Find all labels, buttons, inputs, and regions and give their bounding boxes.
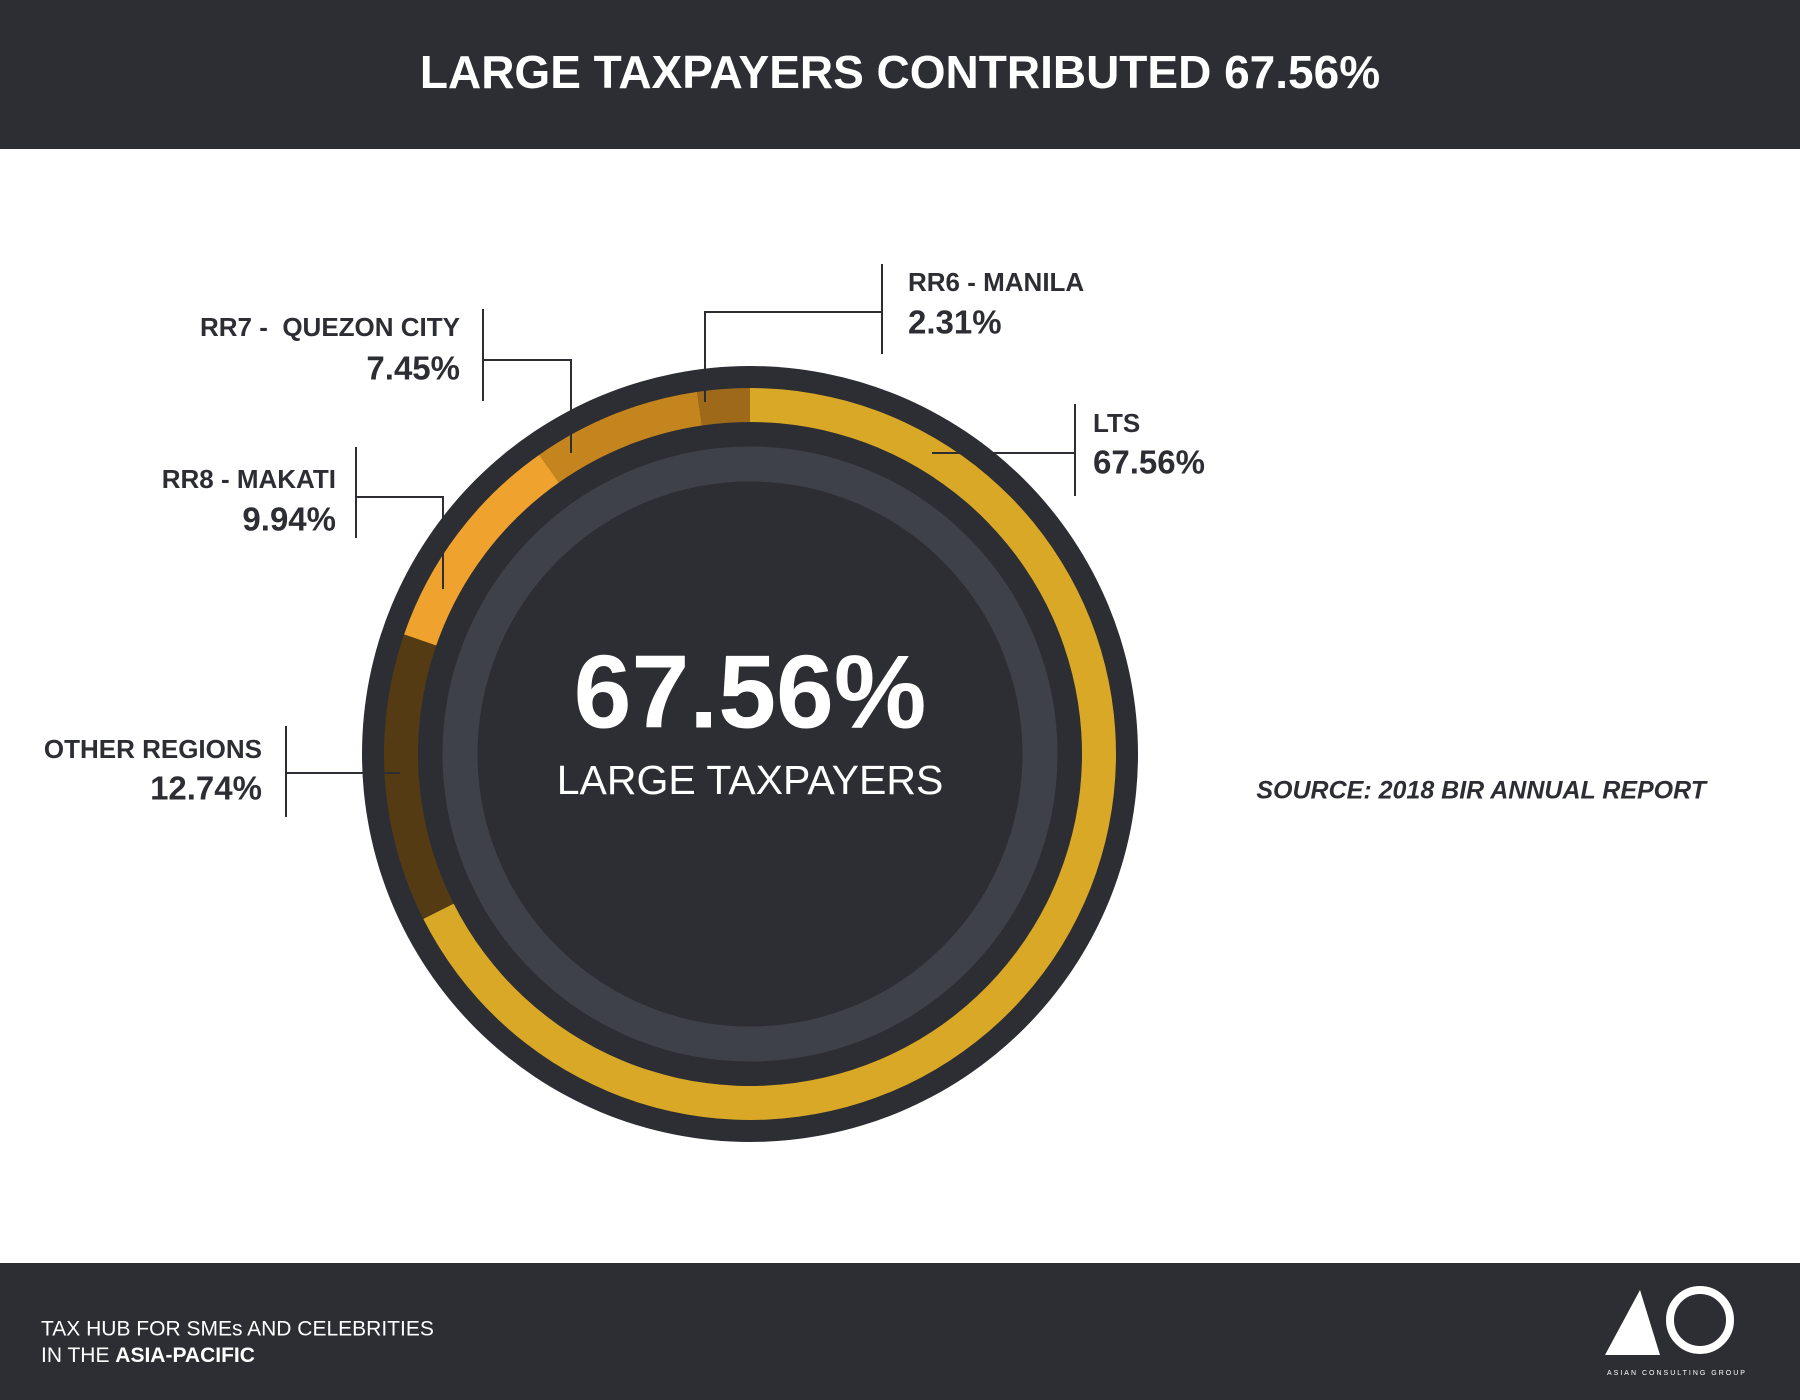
slice	[383, 634, 454, 919]
header-band	[0, 0, 1800, 149]
footer-bold: ASIA-PACIFIC	[115, 1344, 255, 1367]
slice-name: OTHER REGIONS	[44, 734, 262, 764]
slice	[539, 391, 702, 483]
slice	[697, 388, 750, 426]
logo: ASIAN CONSULTING GROUP	[1605, 1286, 1747, 1377]
leader-line	[285, 726, 400, 817]
center-label: 67.56%	[574, 634, 927, 750]
slice-value: 67.56%	[1093, 444, 1205, 481]
labels: LTS 67.56% OTHER REGIONS 12.74% RR8 - MAKATI…	[44, 264, 1205, 817]
slice-value: 12.74%	[150, 770, 262, 807]
leader-line	[355, 447, 444, 589]
footer-band	[0, 1263, 1800, 1400]
slice-value: 9.94%	[242, 501, 336, 538]
leader-line	[704, 264, 883, 402]
ring	[383, 388, 1116, 1120]
leader-line	[932, 404, 1076, 496]
donut-frame	[362, 366, 1138, 1142]
center-text: LARGE TAXPAYERS	[557, 757, 944, 803]
source: SOURCE: 2018 BIR ANNUAL REPORT	[1256, 777, 1708, 805]
leader-line	[482, 309, 572, 453]
inner-ring	[442, 446, 1058, 1062]
slice-name: RR8 - MAKATI	[162, 464, 336, 494]
logo-mark	[1666, 1286, 1734, 1354]
logo-caption: ASIAN CONSULTING GROUP	[1607, 1370, 1747, 1377]
slice-name: RR7 - QUEZON CITY	[200, 312, 460, 342]
slice-name: LTS	[1093, 408, 1140, 438]
footer-line1: TAX HUB FOR SMEs AND CELEBRITIES	[41, 1318, 434, 1341]
slice-value: 2.31%	[908, 304, 1002, 341]
logo-mark	[1605, 1290, 1660, 1355]
slice	[404, 454, 559, 646]
chart-title: LARGE TAXPAYERS CONTRIBUTED 67.56%	[420, 46, 1380, 98]
slice-name: RR6 - MANILA	[908, 267, 1084, 297]
footer-prefix: IN THE	[41, 1344, 115, 1367]
slice-value: 7.45%	[366, 350, 460, 387]
footer-line2: IN THE ASIA-PACIFIC	[41, 1344, 255, 1367]
